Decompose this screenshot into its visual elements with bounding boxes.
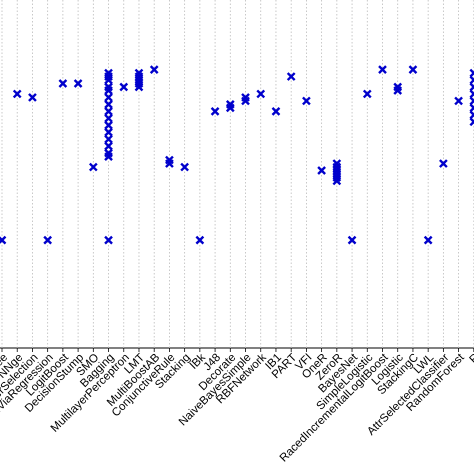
x-marker bbox=[362, 89, 372, 99]
x-marker bbox=[104, 93, 113, 102]
x-tick-label: Tree bbox=[0, 352, 10, 377]
x-marker bbox=[73, 79, 83, 88]
x-marker bbox=[58, 79, 68, 88]
x-marker bbox=[378, 65, 387, 74]
x-marker bbox=[210, 107, 220, 116]
x-marker bbox=[134, 82, 144, 92]
x-marker bbox=[225, 103, 235, 113]
x-marker bbox=[104, 152, 113, 161]
x-marker bbox=[256, 89, 266, 99]
x-marker bbox=[104, 141, 113, 151]
x-marker bbox=[88, 162, 98, 172]
x-marker bbox=[408, 65, 418, 74]
x-marker bbox=[104, 107, 113, 116]
x-marker bbox=[317, 166, 326, 175]
x-marker bbox=[28, 93, 37, 102]
x-marker bbox=[104, 120, 113, 130]
x-marker bbox=[241, 96, 250, 106]
x-marker bbox=[104, 100, 113, 109]
x-marker bbox=[165, 159, 174, 168]
x-marker bbox=[43, 235, 53, 245]
x-marker bbox=[332, 176, 342, 186]
x-marker bbox=[104, 134, 113, 144]
x-marker bbox=[347, 235, 357, 245]
x-marker bbox=[104, 235, 113, 245]
x-marker bbox=[302, 96, 311, 106]
x-marker bbox=[104, 127, 113, 137]
x-marker bbox=[104, 75, 113, 85]
x-marker bbox=[104, 113, 113, 123]
x-marker bbox=[423, 235, 433, 245]
x-marker bbox=[119, 82, 129, 92]
x-marker bbox=[180, 162, 189, 172]
x-marker bbox=[454, 96, 463, 106]
x-marker bbox=[0, 235, 7, 245]
x-marker bbox=[439, 159, 448, 168]
x-marker bbox=[149, 65, 159, 74]
x-marker bbox=[286, 72, 296, 81]
x-tick-label: R bbox=[468, 352, 474, 366]
x-marker bbox=[195, 235, 205, 245]
x-marker bbox=[12, 89, 22, 99]
x-marker bbox=[104, 86, 113, 95]
x-marker bbox=[271, 107, 281, 116]
x-marker bbox=[393, 86, 403, 95]
